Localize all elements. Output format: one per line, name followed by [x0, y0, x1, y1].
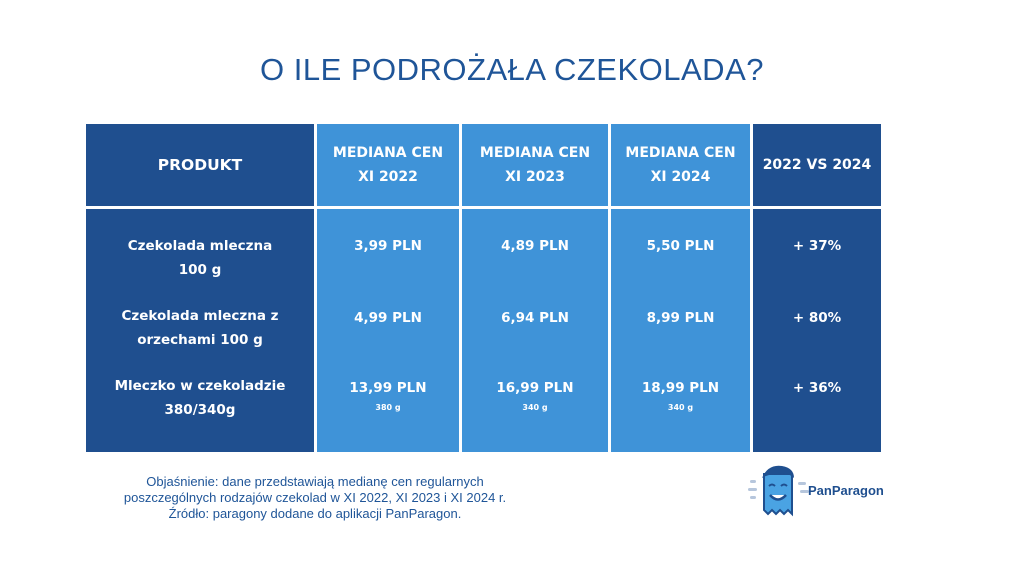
footnote-line1: Objaśnienie: dane przedstawiają medianę … [146, 474, 484, 489]
row3-2023: 16,99 PLN 340 g [462, 376, 608, 414]
row3-2024-value: 18,99 PLN [641, 380, 720, 396]
header-2022-line1: MEDIANA CEN [332, 145, 444, 161]
row2-2023: 6,94 PLN [501, 310, 569, 326]
row1-2022: 3,99 PLN [354, 238, 422, 254]
row3-2024: 18,99 PLN 340 g [611, 376, 750, 414]
row3-2024-size: 340 g [667, 403, 694, 412]
row3-product-line2: 380/340g [164, 402, 236, 418]
column-2024: MEDIANA CEN XI 2024 5,50 PLN 8,99 PLN 18… [611, 124, 750, 452]
row3-2023-size: 340 g [522, 403, 548, 412]
header-2022-line2: XI 2022 [358, 169, 418, 185]
header-divider [462, 206, 608, 209]
column-2022: MEDIANA CEN XI 2022 3,99 PLN 4,99 PLN 13… [317, 124, 459, 452]
header-2024: MEDIANA CEN XI 2024 [611, 124, 750, 206]
footnote: Objaśnienie: dane przedstawiają medianę … [60, 474, 570, 522]
row1-2024: 5,50 PLN [646, 238, 715, 254]
row1-product: Czekolada mleczna 100 g [86, 234, 314, 282]
header-change: 2022 VS 2024 [753, 124, 881, 206]
panparagon-mascot-icon [748, 465, 809, 517]
header-divider [86, 206, 314, 209]
header-2024-line1: MEDIANA CEN [625, 145, 736, 161]
row2-2024: 8,99 PLN [646, 310, 715, 326]
row3-2022-size: 380 g [375, 403, 401, 412]
row3-change: + 36% [792, 380, 842, 396]
column-2023: MEDIANA CEN XI 2023 4,89 PLN 6,94 PLN 16… [462, 124, 608, 452]
column-change: 2022 VS 2024 + 37% + 80% + 36% [753, 124, 881, 452]
row2-change: + 80% [792, 310, 842, 326]
header-2023-line2: XI 2023 [505, 169, 565, 185]
page-title: O ILE PODROŻAŁA CZEKOLADA? [260, 52, 764, 87]
header-divider [753, 206, 881, 209]
row2-product-line1: Czekolada mleczna z [121, 308, 279, 324]
row2-product: Czekolada mleczna z orzechami 100 g [86, 304, 314, 352]
header-change-label: 2022 VS 2024 [762, 157, 872, 173]
row3-product-line1: Mleczko w czekoladzie [114, 378, 286, 394]
panparagon-logo [748, 462, 918, 524]
header-divider [611, 206, 750, 209]
column-product: PRODUKT Czekolada mleczna 100 g Czekolad… [86, 124, 314, 452]
header-product: PRODUKT [86, 124, 314, 206]
row2-product-line2: orzechami 100 g [137, 332, 263, 348]
row1-product-line2: 100 g [178, 262, 222, 278]
header-divider [317, 206, 459, 209]
header-2024-line2: XI 2024 [650, 169, 711, 185]
row2-2022: 4,99 PLN [354, 310, 422, 326]
row1-product-line1: Czekolada mleczna [127, 238, 273, 254]
header-2023: MEDIANA CEN XI 2023 [462, 124, 608, 206]
row3-2022: 13,99 PLN 380 g [317, 376, 459, 414]
row1-change: + 37% [792, 238, 842, 254]
footnote-line2: poszczególnych rodzajów czekolad w XI 20… [123, 490, 507, 505]
header-2023-line1: MEDIANA CEN [479, 145, 591, 161]
row3-2022-value: 13,99 PLN [349, 380, 427, 396]
row1-2023: 4,89 PLN [501, 238, 569, 254]
footnote-source: Źródło: paragony dodane do aplikacji Pan… [168, 506, 462, 521]
row3-product: Mleczko w czekoladzie 380/340g [86, 374, 314, 422]
logo-wordmark: PanParagon [808, 483, 884, 498]
header-product-label: PRODUKT [157, 156, 243, 174]
header-2022: MEDIANA CEN XI 2022 [317, 124, 459, 206]
row3-2023-value: 16,99 PLN [496, 380, 574, 396]
